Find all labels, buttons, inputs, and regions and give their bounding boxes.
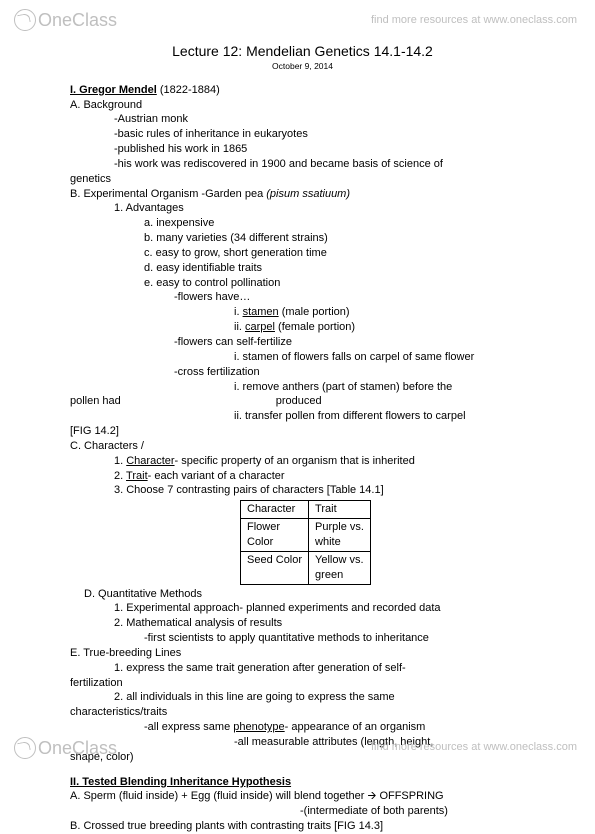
text: - specific property of an organism that … <box>175 455 415 467</box>
line: 3. Choose 7 contrasting pairs of charact… <box>70 483 535 498</box>
line: -Austrian monk <box>70 112 535 127</box>
line: -published his work in 1865 <box>70 142 535 157</box>
line: i. stamen of flowers falls on carpel of … <box>70 350 535 365</box>
term-stamen: stamen <box>243 306 279 318</box>
line: A. Sperm (fluid inside) + Egg (fluid ins… <box>70 789 535 804</box>
line: D. Quantitative Methods <box>70 587 535 602</box>
line: 1. Advantages <box>70 201 535 216</box>
text: Yellow vs. <box>315 554 364 566</box>
line: -cross fertilization <box>70 365 535 380</box>
page-title: Lecture 12: Mendelian Genetics 14.1-14.2 <box>70 42 535 61</box>
text: 2. <box>114 470 126 482</box>
text: white <box>315 536 341 548</box>
line: d. easy identifiable traits <box>70 261 535 276</box>
table-cell: Flower Color <box>241 519 309 552</box>
line: -his work was rediscovered in 1900 and b… <box>70 157 535 172</box>
species-name: (pisum ssatiuum) <box>266 188 350 200</box>
text: i. <box>234 306 243 318</box>
line: 1. Experimental approach- planned experi… <box>70 601 535 616</box>
text: 1. <box>114 455 126 467</box>
line: A. Background <box>70 98 535 113</box>
footer: OneClass find more resources at www.onec… <box>0 730 595 770</box>
oneclass-logo-icon <box>14 9 36 31</box>
text: pollen had <box>70 394 121 409</box>
section-1-heading: I. Gregor Mendel (1822-1884) <box>70 83 535 98</box>
document-body: Lecture 12: Mendelian Genetics 14.1-14.2… <box>0 42 595 834</box>
section-1-label: I. Gregor Mendel <box>70 84 157 96</box>
table-cell: Yellow vs. green <box>309 551 371 584</box>
table-cell: Purple vs. white <box>309 519 371 552</box>
page-date: October 9, 2014 <box>70 61 535 72</box>
text: green <box>315 569 343 581</box>
section-2-label: II. Tested Blending Inheritance Hypothes… <box>70 776 291 788</box>
line: -first scientists to apply quantitative … <box>70 631 535 646</box>
line: e. easy to control pollination <box>70 276 535 291</box>
line: ii. carpel (female portion) <box>70 320 535 335</box>
line: i. stamen (male portion) <box>70 305 535 320</box>
text: (male portion) <box>279 306 350 318</box>
line: E. True-breeding Lines <box>70 646 535 661</box>
line: i. remove anthers (part of stamen) befor… <box>70 380 535 395</box>
term-trait: Trait <box>126 470 148 482</box>
line: B. Experimental Organism -Garden pea (pi… <box>70 187 535 202</box>
logo: OneClass <box>14 736 117 760</box>
line: c. easy to grow, short generation time <box>70 246 535 261</box>
term-carpel: carpel <box>245 321 275 333</box>
line: 1. express the same trait generation aft… <box>70 661 535 676</box>
table-row: Flower Color Purple vs. white <box>241 519 371 552</box>
table-row: Seed Color Yellow vs. green <box>241 551 371 584</box>
line: -(intermediate of both parents) <box>70 804 535 819</box>
header: OneClass find more resources at www.onec… <box>0 0 595 36</box>
term-character: Character <box>126 455 174 467</box>
text: Color <box>247 536 273 548</box>
text: B. Experimental Organism -Garden pea <box>70 188 266 200</box>
table-cell: Seed Color <box>241 551 309 584</box>
text: - each variant of a character <box>148 470 285 482</box>
line: pollen had produced <box>70 394 535 409</box>
text: Flower <box>247 521 280 533</box>
line: a. inexpensive <box>70 216 535 231</box>
line: 2. all individuals in this line are goin… <box>70 690 535 705</box>
text: (female portion) <box>275 321 355 333</box>
line: -flowers have… <box>70 290 535 305</box>
footer-tagline: find more resources at www.oneclass.com <box>371 740 577 755</box>
line: b. many varieties (34 different strains) <box>70 231 535 246</box>
text: ii. <box>234 321 245 333</box>
section-2-heading: II. Tested Blending Inheritance Hypothes… <box>70 775 535 790</box>
logo: OneClass <box>14 8 117 32</box>
line: -flowers can self-fertilize <box>70 335 535 350</box>
line: -basic rules of inheritance in eukaryote… <box>70 127 535 142</box>
text: Purple vs. <box>315 521 364 533</box>
line: 2. Mathematical analysis of results <box>70 616 535 631</box>
mendel-years: (1822-1884) <box>157 84 220 96</box>
table-row: Character Trait <box>241 501 371 519</box>
table-header-trait: Trait <box>309 501 371 519</box>
line: fertilization <box>70 676 535 691</box>
line: characteristics/traits <box>70 705 535 720</box>
text: produced <box>276 394 322 409</box>
brand-name: OneClass <box>38 8 117 32</box>
line: 1. Character- specific property of an or… <box>70 454 535 469</box>
table-header-character: Character <box>241 501 309 519</box>
figure-ref: [FIG 14.2] <box>70 424 535 439</box>
line: C. Characters / <box>70 439 535 454</box>
line: B. Crossed true breeding plants with con… <box>70 819 535 834</box>
oneclass-logo-icon <box>14 737 36 759</box>
line: 2. Trait- each variant of a character <box>70 469 535 484</box>
line: genetics <box>70 172 535 187</box>
header-tagline: find more resources at www.oneclass.com <box>371 13 577 28</box>
brand-name: OneClass <box>38 736 117 760</box>
line: ii. transfer pollen from different flowe… <box>70 409 535 424</box>
characters-table: Character Trait Flower Color Purple vs. wh… <box>240 500 371 584</box>
